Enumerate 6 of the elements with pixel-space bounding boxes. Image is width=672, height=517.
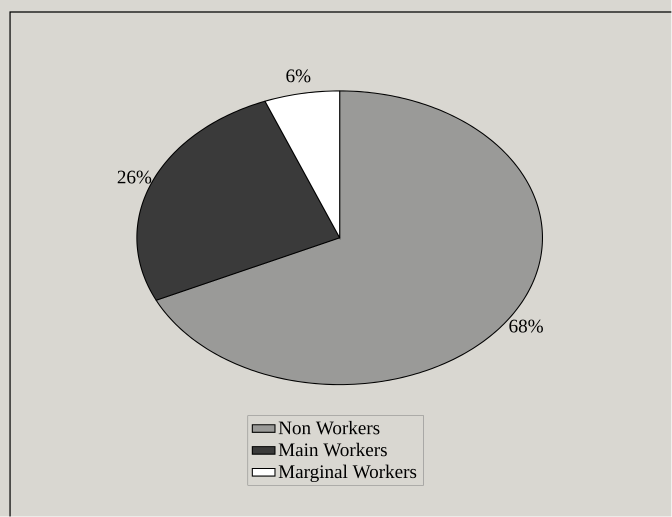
legend-label: Main Workers: [278, 442, 387, 456]
data-label: 6%: [286, 69, 310, 82]
data-label: 26%: [118, 170, 152, 184]
data-label: 68%: [509, 320, 543, 332]
legend-label: Non Workers: [278, 420, 380, 434]
legend-label: Marginal Workers: [278, 464, 416, 482]
